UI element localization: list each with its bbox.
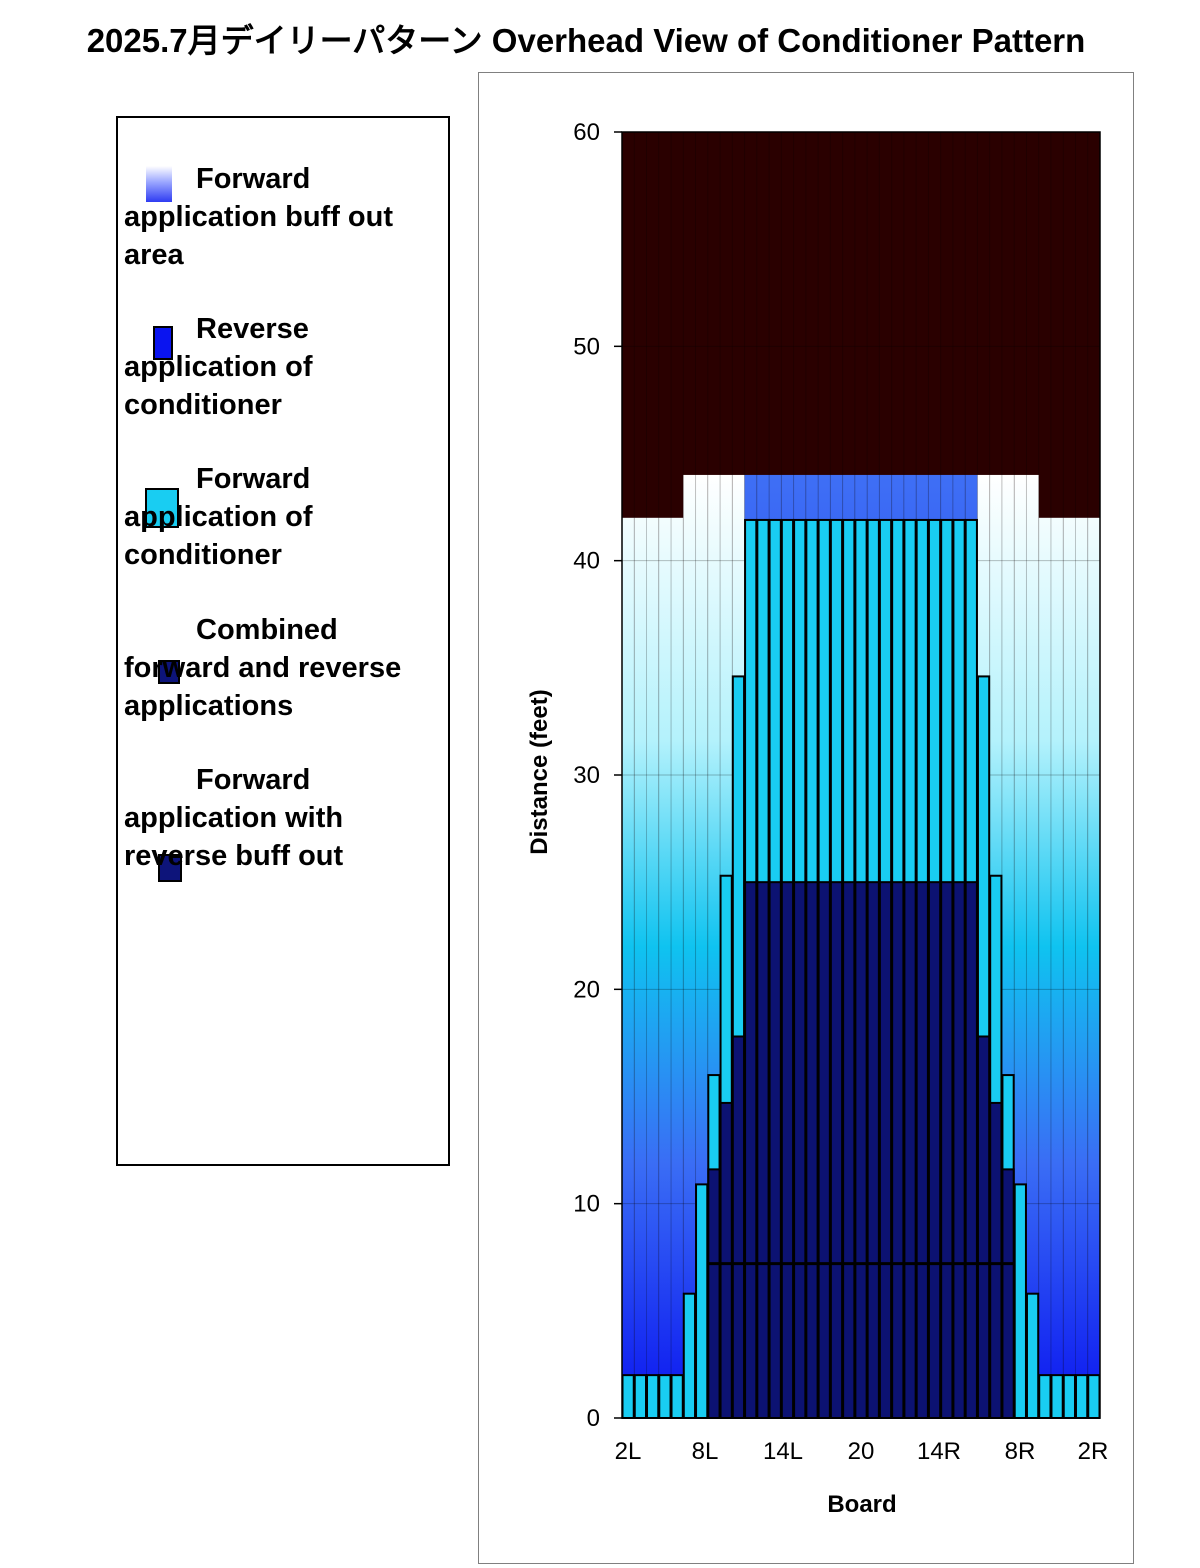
combined-application-bar <box>842 881 856 1419</box>
forward-conditioner-bar <box>1025 1292 1040 1419</box>
y-axis: 0 10 20 30 40 50 60 <box>573 119 622 1432</box>
y-tick-label: 30 <box>573 762 600 789</box>
combined-application-bar <box>817 881 831 1419</box>
forward-conditioner-bar <box>633 1374 648 1419</box>
combined-application-bar <box>989 1101 1003 1420</box>
chart-title: 2025.7月デイリーパターン Overhead View of Conditi… <box>86 22 1086 59</box>
buff-out-column <box>1063 517 1076 1418</box>
buff-out-column <box>1050 517 1064 1418</box>
forward-conditioner-bar <box>670 1374 684 1419</box>
buff-out-column <box>646 517 659 1418</box>
legend-swatch-combined <box>158 660 180 684</box>
x-tick-label: 14L <box>763 1438 803 1465</box>
combined-application-bar <box>903 881 917 1419</box>
y-axis-label: Distance (feet) <box>526 689 553 854</box>
legend-entry-buff-out: Forward application buff out area <box>124 160 446 274</box>
combined-application-bar <box>940 881 954 1419</box>
legend-entry-reverse-buff: Forward application with reverse buff ou… <box>124 761 446 875</box>
combined-application-bar <box>780 881 795 1419</box>
legend-label: Reverse application of conditioner <box>124 313 313 421</box>
x-tick-label: 14R <box>917 1438 961 1465</box>
buff-out-column <box>671 517 684 1418</box>
combined-application-bar <box>976 1035 991 1420</box>
combined-application-bar <box>756 881 770 1419</box>
combined-application-bar <box>854 881 868 1419</box>
forward-conditioner-bar <box>1038 1374 1052 1419</box>
combined-application-bar <box>952 881 966 1419</box>
y-tick-label: 60 <box>573 119 600 146</box>
buff-out-column <box>634 517 647 1418</box>
legend-swatch-reverse-buff <box>158 854 182 882</box>
legend-swatch-buff-out <box>146 166 172 202</box>
buff-out-column <box>1075 517 1088 1418</box>
x-tick-label: 8R <box>1005 1438 1036 1465</box>
legend-swatch-reverse <box>153 326 173 360</box>
forward-conditioner-bar <box>1074 1374 1089 1419</box>
legend-swatch-forward <box>145 488 179 528</box>
y-tick-label: 50 <box>573 333 600 360</box>
buff-out-column <box>1087 517 1100 1418</box>
forward-conditioner-bar <box>646 1374 660 1419</box>
combined-application-bar <box>927 881 942 1419</box>
buff-out-column <box>1014 474 1027 1418</box>
combined-application-bar <box>915 881 929 1419</box>
combined-application-bar <box>866 881 880 1419</box>
x-tick-label: 8L <box>692 1438 719 1465</box>
legend-entry-reverse: Reverse application of conditioner <box>124 310 446 424</box>
buff-out-column <box>695 474 708 1418</box>
forward-conditioner-bar <box>1050 1374 1064 1419</box>
legend-label: Combined forward and reverse application… <box>124 614 402 722</box>
combined-application-bar <box>744 881 758 1419</box>
combined-application-bar <box>805 881 819 1419</box>
y-tick-label: 20 <box>573 976 600 1003</box>
combined-application-bar <box>878 881 893 1419</box>
x-axis: 2L 8L 14L 20 14R 8R 2R <box>615 1438 1109 1465</box>
combined-application-bar <box>707 1168 721 1419</box>
forward-conditioner-bar <box>1062 1374 1076 1419</box>
forward-conditioner-bar <box>682 1292 697 1419</box>
x-tick-label: 2R <box>1078 1438 1109 1465</box>
combined-application-bar <box>829 881 844 1419</box>
legend-label: Forward application with reverse buff ou… <box>124 764 344 872</box>
combined-application-bar <box>793 881 807 1419</box>
forward-conditioner-bar <box>695 1183 709 1420</box>
plot-layer <box>621 131 1101 1420</box>
legend-entry-forward: Forward application of conditioner <box>124 460 446 574</box>
buff-out-column <box>1026 474 1039 1418</box>
x-tick-label: 2L <box>615 1438 642 1465</box>
combined-application-bar <box>964 881 978 1419</box>
forward-conditioner-bar <box>1013 1183 1027 1420</box>
legend-entry-combined: Combined forward and reverse application… <box>124 611 446 725</box>
buff-out-column <box>1038 517 1051 1418</box>
legend-label: Forward application buff out area <box>124 163 394 271</box>
forward-conditioner-bar <box>1087 1374 1101 1419</box>
legend: Forward application buff out area Revers… <box>116 116 450 1166</box>
combined-application-bar <box>1001 1168 1015 1419</box>
combined-application-bar <box>891 881 905 1419</box>
buff-out-column <box>622 517 635 1418</box>
combined-application-bar <box>731 1035 746 1420</box>
y-tick-label: 40 <box>573 548 600 575</box>
forward-conditioner-bar <box>658 1374 672 1419</box>
x-tick-label: 20 <box>848 1438 875 1465</box>
y-tick-label: 10 <box>573 1191 600 1218</box>
legend-label: Forward application of conditioner <box>124 463 313 571</box>
combined-application-bar <box>768 881 782 1419</box>
buff-out-column <box>683 474 696 1418</box>
buff-out-column <box>658 517 672 1418</box>
x-axis-label: Board <box>827 1491 896 1518</box>
forward-conditioner-bar <box>621 1374 635 1419</box>
combined-application-bar <box>719 1101 733 1420</box>
y-tick-label: 0 <box>587 1405 600 1432</box>
